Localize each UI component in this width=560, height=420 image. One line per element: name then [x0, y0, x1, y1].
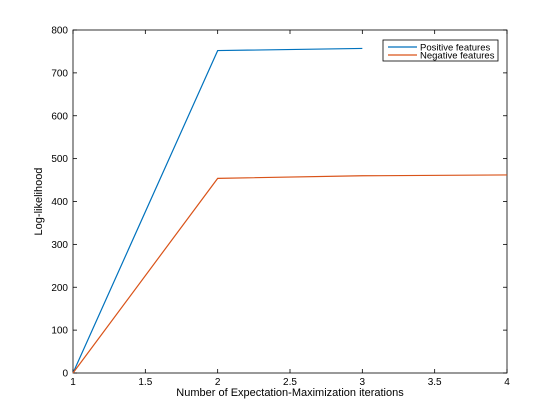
x-tick-label: 2.5	[283, 377, 297, 388]
y-tick-label: 600	[51, 111, 68, 122]
x-tick-label: 2	[215, 377, 221, 388]
plot-frame	[72, 29, 508, 374]
y-tick-label: 300	[51, 240, 68, 251]
y-tick-label: 200	[51, 283, 68, 294]
series-line-positive-features	[72, 47, 363, 374]
y-tick-label: 700	[51, 68, 68, 79]
axes: 1 1.5 2 2.5 3 3.5 4 0 100 200 300 400 500 600 700 800	[51, 26, 510, 389]
x-tick-label: 1	[70, 377, 76, 388]
x-axis-label: Number of Expectation-Maximization itera…	[176, 387, 404, 399]
series-line-negative-features	[72, 174, 508, 374]
x-tick-label: 1.5	[138, 377, 152, 388]
series-group	[72, 47, 508, 374]
y-tick-label: 100	[51, 326, 68, 337]
x-tick-label: 3.5	[428, 377, 442, 388]
legend-label: Positive features	[420, 43, 490, 54]
y-tick-label: 500	[51, 154, 68, 165]
y-tick-label: 400	[51, 197, 68, 208]
x-tick-label: 4	[504, 377, 510, 388]
x-tick-label: 3	[360, 377, 366, 388]
y-axis-label: Log-likelihood	[33, 168, 45, 236]
legend-label: Negative features	[420, 51, 495, 62]
y-tick-label: 800	[51, 26, 68, 37]
y-tick-label: 0	[62, 369, 68, 380]
legend-box	[382, 39, 499, 62]
